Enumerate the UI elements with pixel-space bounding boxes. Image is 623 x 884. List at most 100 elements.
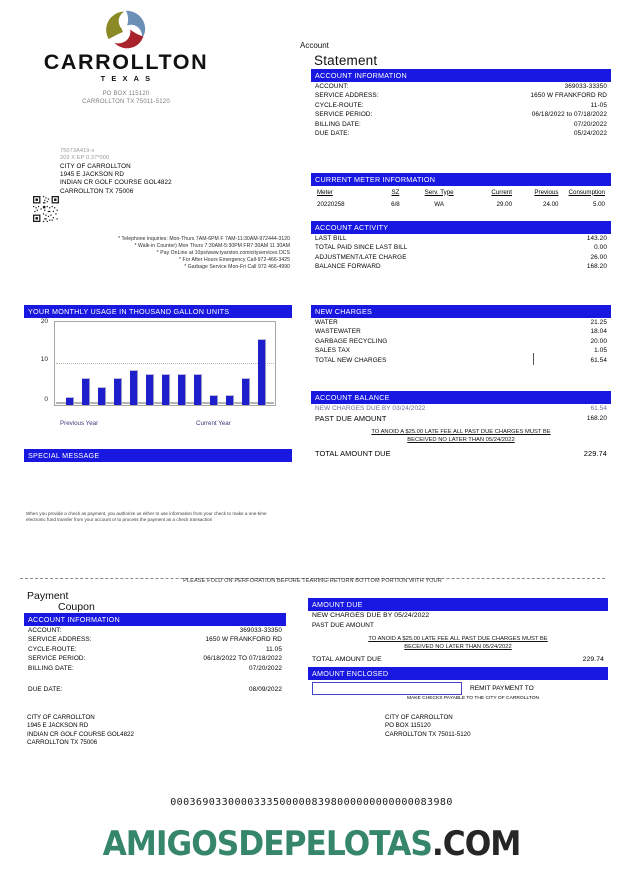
account-information-panel: ACCOUNT INFORMATION ACCOUNT: 369033-33350… (311, 69, 611, 139)
gridline-10 (56, 363, 274, 364)
meter-table-row: 20220258 6/8 WA 29.00 24.00 5.00 (317, 200, 605, 210)
account-activity-rows: LAST BILL 143.20 TOTAL PAID SINCE LAST BIL… (311, 234, 611, 272)
coupon-addr-right-0: CITY OF CARROLLTON (385, 714, 453, 721)
chart-bar-slot (222, 322, 238, 405)
watermark-part1: AMIGOSDEPELOTAS (102, 824, 433, 864)
chart-bar-slot (254, 322, 270, 405)
contact-line-4: * Garbage Service Mon-Fri Call 972 466-4… (184, 264, 290, 271)
total-amount-due-row: TOTAL AMOUNT DUE 229.74 (311, 448, 611, 459)
coupon-account-rows: ACCOUNT: 369033-33350 SERVICE ADDRESS: 1650… (24, 626, 286, 674)
account-activity-row-value: 0.00 (594, 244, 607, 252)
account-information-row: DUE DATE: 05/24/2022 (311, 129, 611, 139)
new-charges-header: NEW CHARGES (311, 305, 611, 318)
account-activity-row-label: ADJUSTMENT/LATE CHARGE (315, 253, 407, 261)
account-activity-row: BALANCE FORWARD 168.20 (311, 262, 611, 272)
coupon-account-row: SERVICE PERIOD: 06/18/2022 TO 07/18/2022 (24, 654, 286, 664)
account-information-row: BILLING DATE: 07/20/2022 (311, 120, 611, 130)
special-message-header: SPECIAL MESSAGE (24, 449, 292, 462)
account-information-row-value: 06/18/2022 to 07/18/2022 (531, 111, 607, 119)
coupon-due-date-label: DUE DATE: (28, 686, 63, 694)
meter-cell: 6/8 (391, 200, 400, 208)
coupon-due-date-row: DUE DATE: 08/09/2022 (24, 685, 286, 695)
po-box-line1: PO BOX 115120 (102, 91, 150, 97)
chart-bars (55, 322, 275, 405)
late-fee-note-line2: BECEIVED NO LATER THAN 05/24/2022 (407, 437, 515, 444)
new-charges-row-label: SALES TAX (315, 347, 351, 355)
swirl-logo-icon (106, 10, 146, 49)
meter-cell: 20220258 (317, 200, 345, 208)
account-information-row-value: 07/20/2022 (574, 120, 607, 128)
chart-bar-slot (190, 322, 206, 405)
statement-eyebrow: Account (300, 41, 329, 50)
current-meter-header: CURRENT METER INFORMATION (311, 173, 611, 186)
past-due-value: 168.20 (586, 415, 607, 423)
chart-bar (226, 394, 234, 405)
y-tick-20: 20 (40, 318, 48, 325)
new-charges-row-value: 1.05 (594, 347, 607, 355)
chart-bar (82, 378, 90, 405)
y-tick-0: 0 (44, 396, 48, 403)
account-activity-row: LAST BILL 143.20 (311, 234, 611, 244)
meter-col-header: Current (491, 188, 513, 196)
meter-table-header-row: Meter SZ Serv. Type Current Previous Consumpt… (317, 188, 605, 198)
meter-table: Meter SZ Serv. Type Current Previous Consumpt… (311, 186, 611, 212)
coupon-late-fee-note-line1: TO ANOID A $25.00 LATE FEE ALL PAST DUE … (368, 636, 548, 643)
account-information-rows: ACCOUNT: 369033-33350 SERVICE ADDRESS: 1650… (311, 82, 611, 140)
y-tick-10: 10 (40, 356, 48, 363)
account-activity-row-label: LAST BILL (315, 234, 347, 242)
chart-bar (242, 378, 250, 405)
customer-code-line1: 75073A419-x (60, 148, 95, 154)
brand-header: CARROLLTON TEXAS PO BOX 115120 CARROLLTO… (26, 8, 226, 106)
contact-line-2: * Pay OnLine at 10ps/www.tyarston.comici… (156, 250, 290, 257)
late-fee-note-line1: TO ANOID A $25.00 LATE FEE ALL PAST DUE … (371, 429, 551, 436)
coupon-account-row: BILLING DATE: 07/20/2022 (24, 664, 286, 674)
account-balance-header: ACCOUNT BALANCE (311, 391, 611, 404)
account-information-row: CYCLE-ROUTE: 11-05 (311, 101, 611, 111)
new-charges-rows: WATER 21.25 WASTEWATER 18.04 GARBAGE RECYCLI… (311, 318, 611, 366)
chart-bar (258, 339, 266, 405)
account-information-row: ACCOUNT: 369033-33350 (311, 82, 611, 92)
past-due-row: PAST DUE AMOUNT 168.20 (311, 413, 611, 424)
meter-cell: 5.00 (592, 200, 605, 208)
customer-address3: CARROLLTON TX 75006 (60, 187, 134, 195)
customer-name: CITY OF CARROLLTON (60, 162, 131, 170)
chart-bar (130, 370, 138, 405)
amount-enclosed-header: AMOUNT ENCLOSED (308, 667, 608, 680)
account-activity-row-value: 26.00 (590, 253, 607, 261)
contact-info-lines: * Telephone inquiries: Mon-Thurs 7AM-6PM… (18, 236, 290, 271)
new-charges-row-value: 61.54 (590, 356, 607, 364)
balance-new-charges-row: NEW CHARGES DUE BY 03/24/2022 61.54 (311, 404, 611, 414)
account-information-row-value: 369033-33350 (564, 82, 607, 90)
meter-cell: 29.00 (496, 200, 513, 208)
coupon-title-line1: Payment (27, 590, 69, 602)
account-information-row-label: SERVICE ADDRESS: (315, 92, 379, 100)
new-charges-row-value: 18.04 (590, 328, 607, 336)
chart-bar-slot (142, 322, 158, 405)
coupon-account-row-value: 11.05 (265, 645, 282, 653)
check-authorization-note: When you provide a check as payment, you… (26, 511, 267, 523)
coupon-addr-right-2: CARROLLTON TX 75011-5120 (385, 730, 471, 738)
brand-po-box: PO BOX 115120 CARROLLTON TX 75011-5120 (26, 90, 226, 106)
coupon-account-header: ACCOUNT INFORMATION (24, 613, 286, 626)
current-meter-panel: CURRENT METER INFORMATION Meter SZ Serv. T… (311, 173, 611, 212)
meter-col-header: SZ (391, 188, 400, 196)
chart-bar (162, 374, 170, 405)
new-charges-row: GARBAGE RECYCLING 20.00 (311, 337, 611, 347)
chart-bar-slot (238, 322, 254, 405)
page-title: Statement (314, 53, 378, 68)
chart-bar-slot (206, 322, 222, 405)
chart-bar (178, 374, 186, 405)
meter-col-header: Consumption (568, 188, 605, 196)
micr-line: 0003690330000333500000839800000000000008… (170, 797, 453, 808)
coupon-addr-left-2: INDIAN CR GOLF COURSE GOL4822 (27, 730, 134, 738)
new-charges-panel: NEW CHARGES WATER 21.25 WASTEWATER 18.04 GAR… (311, 305, 611, 365)
amount-enclosed-input[interactable] (312, 681, 462, 695)
new-charges-row-label: WATER (315, 318, 338, 326)
contact-line-3: * For After Hours Emergency Call-972-466… (179, 257, 290, 264)
coupon-service-address: CITY OF CARROLLTON 1945 E JACKSON RD IND… (27, 714, 134, 748)
chart-bar (146, 374, 154, 405)
coupon-addr-left-1: 1945 E JACKSON RD (27, 722, 89, 730)
chart-bar (210, 394, 218, 405)
coupon-addr-left-0: CITY OF CARROLLTON (27, 714, 95, 721)
chart-bar-slot (158, 322, 174, 405)
